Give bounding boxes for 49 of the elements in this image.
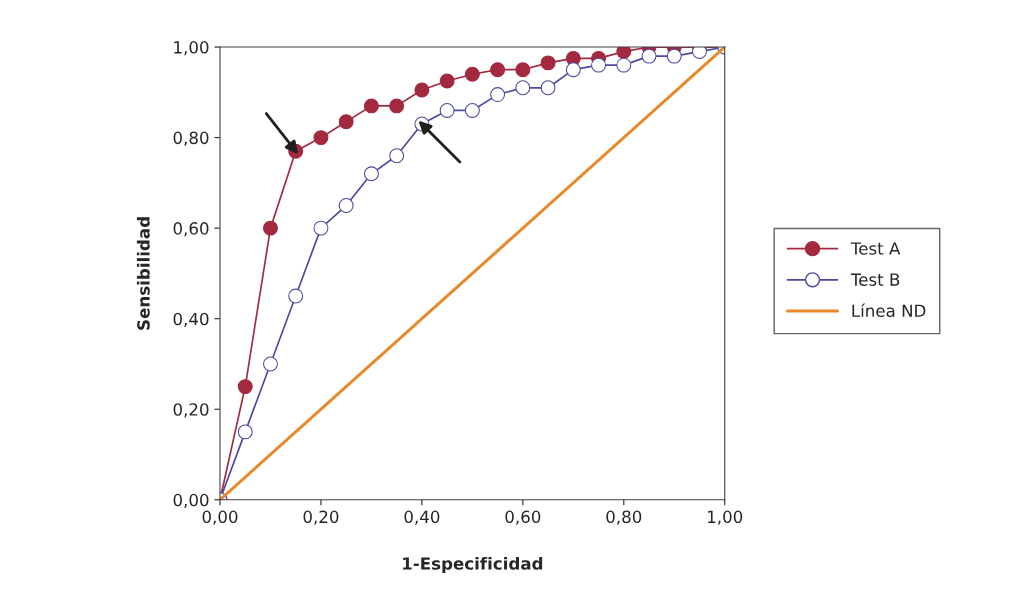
point (565, 62, 581, 78)
point (313, 220, 329, 236)
y-tick-label: 0,00 (173, 493, 209, 509)
point (237, 424, 253, 440)
point (464, 102, 480, 118)
x-tick-label: 0,20 (303, 510, 339, 525)
point (692, 47, 707, 60)
point (515, 62, 531, 78)
point (389, 98, 405, 114)
y-tick-label: 0,60 (173, 222, 209, 237)
y-tick-label: 0,80 (173, 131, 209, 146)
x-axis-title: 1-Especificidad (403, 556, 543, 574)
legend-label: Línea ND (852, 303, 926, 318)
point (490, 87, 506, 103)
x-tick-label: 1,00 (708, 510, 743, 525)
point (616, 47, 632, 60)
legend-label: Test A (850, 242, 901, 255)
point (641, 48, 657, 64)
point (666, 48, 682, 64)
point (263, 356, 278, 372)
point (540, 80, 556, 96)
point (439, 102, 455, 118)
y-axis-title: Sensibilidad (136, 217, 150, 330)
point (263, 220, 278, 236)
point (591, 57, 607, 73)
point (464, 66, 480, 82)
point (313, 130, 329, 146)
point (515, 80, 531, 96)
point (389, 148, 405, 164)
x-tick-label: 0,40 (404, 510, 440, 525)
point (237, 379, 253, 395)
point (363, 98, 379, 114)
point (439, 73, 455, 89)
legend-label: Test B (850, 273, 900, 286)
point (288, 288, 304, 304)
y-tick-label: 0,20 (173, 403, 209, 418)
point (540, 55, 556, 71)
y-tick-label: 0,40 (173, 312, 209, 327)
point (363, 166, 379, 182)
line-series (219, 47, 725, 500)
point (338, 198, 354, 213)
point (490, 62, 506, 78)
point (414, 82, 430, 98)
point (616, 57, 632, 73)
x-tick-label: 0,80 (606, 510, 642, 525)
x-tick-label: 0,00 (202, 510, 238, 525)
y-tick-label: 1,00 (174, 41, 209, 56)
point (338, 114, 354, 130)
x-tick-label: 0,60 (505, 510, 541, 525)
